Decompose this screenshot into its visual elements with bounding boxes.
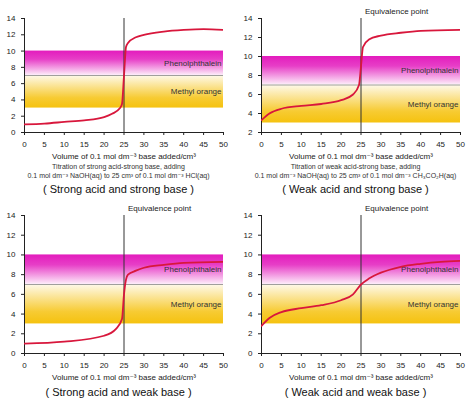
svg-text:4: 4: [11, 310, 16, 319]
svg-text:12: 12: [7, 231, 16, 240]
svg-text:35: 35: [159, 140, 168, 149]
svg-text:15: 15: [317, 361, 326, 370]
svg-text:10: 10: [297, 361, 306, 370]
svg-text:Volume of 0.1 mol dm⁻³ base ad: Volume of 0.1 mol dm⁻³ base added/cm³: [52, 373, 196, 382]
svg-text:Phenolphthalein: Phenolphthalein: [401, 66, 458, 75]
svg-text:15: 15: [80, 361, 89, 370]
svg-text:8: 8: [248, 71, 253, 80]
svg-text:20: 20: [100, 140, 109, 149]
svg-text:Methyl orange: Methyl orange: [171, 87, 222, 96]
svg-text:0: 0: [22, 140, 27, 149]
svg-text:8: 8: [248, 270, 253, 279]
svg-text:50: 50: [456, 140, 465, 149]
svg-text:10: 10: [60, 361, 69, 370]
svg-text:30: 30: [376, 140, 385, 149]
svg-text:25: 25: [120, 361, 129, 370]
svg-text:Phenolphthalein: Phenolphthalein: [164, 59, 221, 68]
svg-text:40: 40: [179, 140, 188, 149]
svg-text:4: 4: [248, 310, 253, 319]
svg-text:35: 35: [396, 140, 405, 149]
svg-text:0: 0: [11, 128, 16, 137]
svg-text:0: 0: [259, 140, 264, 149]
svg-text:10: 10: [244, 250, 253, 259]
svg-text:0: 0: [22, 361, 27, 370]
svg-text:2: 2: [11, 112, 16, 121]
svg-text:Methyl orange: Methyl orange: [408, 100, 459, 109]
svg-text:8: 8: [11, 270, 16, 279]
svg-text:6: 6: [11, 290, 16, 299]
html-text:0.1 mol dm⁻³ NaOH(aq) to 25 cm: 0.1 mol dm⁻³ NaOH(aq) to 25 cm³ of 0.1 m…: [254, 172, 457, 179]
svg-text:15: 15: [80, 140, 89, 149]
svg-text:35: 35: [159, 361, 168, 370]
svg-text:2: 2: [11, 329, 16, 338]
svg-text:14: 14: [244, 211, 253, 220]
html-text:( Weak acid and weak base ): ( Weak acid and weak base ): [284, 386, 427, 398]
svg-text:5: 5: [42, 361, 47, 370]
svg-text:25: 25: [120, 140, 129, 149]
svg-text:Phenolphthalein: Phenolphthalein: [401, 265, 458, 274]
svg-text:8: 8: [11, 63, 16, 72]
svg-text:45: 45: [199, 361, 208, 370]
svg-text:6: 6: [11, 79, 16, 88]
svg-text:15: 15: [317, 140, 326, 149]
svg-text:30: 30: [139, 361, 148, 370]
svg-text:12: 12: [7, 30, 16, 39]
html-text:Titration of strong acid-stron: Titration of strong acid-strong base, ad…: [52, 163, 185, 170]
svg-text:Volume of 0.1 mol dm⁻³ base ad: Volume of 0.1 mol dm⁻³ base added/cm³: [289, 373, 433, 382]
html-text:Titration of weak acid-strong: Titration of weak acid-strong base, addi…: [290, 163, 421, 170]
svg-text:25: 25: [357, 361, 366, 370]
svg-text:Phenolphthalein: Phenolphthalein: [164, 265, 221, 274]
svg-text:0: 0: [259, 361, 264, 370]
svg-text:Equivalence point: Equivalence point: [365, 204, 429, 213]
svg-text:10: 10: [7, 250, 16, 259]
svg-text:50: 50: [219, 361, 228, 370]
html-text:( Weak acid and strong base ): ( Weak acid and strong base ): [282, 183, 429, 195]
svg-text:2: 2: [248, 329, 253, 338]
svg-text:45: 45: [199, 140, 208, 149]
svg-text:Volume of 0.1 mol dm⁻³ base ad: Volume of 0.1 mol dm⁻³ base added/cm³: [52, 152, 196, 161]
svg-text:4: 4: [248, 109, 253, 118]
svg-text:40: 40: [416, 140, 425, 149]
svg-text:6: 6: [248, 90, 253, 99]
svg-text:14: 14: [7, 211, 16, 220]
svg-text:14: 14: [7, 14, 16, 23]
svg-text:30: 30: [376, 361, 385, 370]
svg-text:20: 20: [337, 140, 346, 149]
svg-text:4: 4: [11, 95, 16, 104]
svg-text:50: 50: [219, 140, 228, 149]
svg-text:10: 10: [60, 140, 69, 149]
svg-text:6: 6: [248, 290, 253, 299]
html-text:( Strong acid and weak base ): ( Strong acid and weak base ): [45, 386, 192, 398]
svg-text:Methyl orange: Methyl orange: [408, 300, 459, 309]
svg-text:12: 12: [244, 33, 253, 42]
svg-text:14: 14: [244, 14, 253, 23]
svg-text:5: 5: [279, 140, 284, 149]
html-text:0.1 mol dm⁻³ NaOH(aq) to 25 cm: 0.1 mol dm⁻³ NaOH(aq) to 25 cm³ of 0.1 m…: [27, 172, 210, 179]
svg-text:12: 12: [244, 231, 253, 240]
svg-text:Methyl orange: Methyl orange: [171, 300, 222, 309]
svg-text:30: 30: [139, 140, 148, 149]
svg-text:10: 10: [297, 140, 306, 149]
html-text:( Strong acid and strong base: ( Strong acid and strong base ): [43, 183, 194, 195]
svg-text:Equivalence point: Equivalence point: [128, 204, 192, 213]
svg-text:10: 10: [244, 52, 253, 61]
svg-text:50: 50: [456, 361, 465, 370]
svg-text:45: 45: [436, 361, 445, 370]
svg-text:0: 0: [248, 349, 253, 358]
svg-text:0: 0: [11, 349, 16, 358]
svg-text:10: 10: [7, 47, 16, 56]
svg-text:40: 40: [179, 361, 188, 370]
svg-text:45: 45: [436, 140, 445, 149]
svg-text:Volume of 0.1 mol dm⁻³ base ad: Volume of 0.1 mol dm⁻³ base added/cm³: [289, 152, 433, 161]
svg-text:5: 5: [42, 140, 47, 149]
svg-text:25: 25: [357, 140, 366, 149]
svg-text:2: 2: [248, 128, 253, 137]
svg-text:Equivalence point: Equivalence point: [365, 7, 429, 16]
svg-text:35: 35: [396, 361, 405, 370]
svg-text:40: 40: [416, 361, 425, 370]
svg-text:5: 5: [279, 361, 284, 370]
svg-text:20: 20: [100, 361, 109, 370]
svg-text:20: 20: [337, 361, 346, 370]
